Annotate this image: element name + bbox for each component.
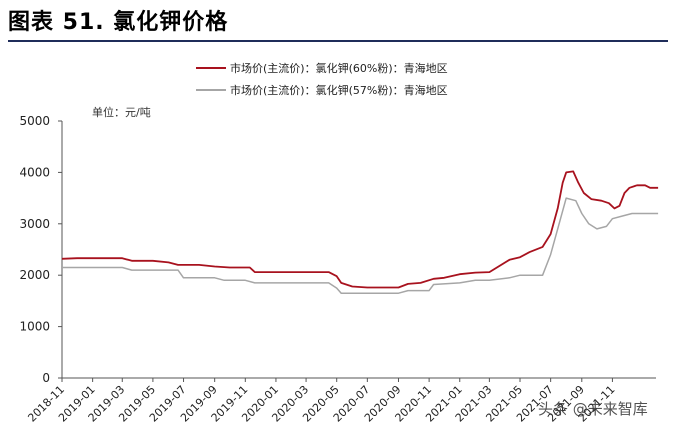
y-tick-label: 0	[42, 371, 50, 385]
figure-title: 图表 51. 氯化钾价格	[8, 10, 229, 35]
y-tick-label: 2000	[19, 268, 50, 282]
y-tick-label: 3000	[19, 217, 50, 231]
y-tick-label: 4000	[19, 165, 50, 179]
unit-label: 单位：元/吨	[92, 105, 151, 119]
series-line-kcl57	[62, 197, 659, 294]
y-tick-label: 1000	[19, 320, 50, 334]
watermark: 头条 @未来智库	[538, 400, 648, 418]
series-group	[61, 170, 659, 294]
title-underline	[8, 40, 668, 42]
series-line-kcl60	[61, 170, 659, 289]
y-tick-label: 5000	[19, 114, 50, 128]
legend-label: 市场价(主流价)：氯化钾(60%粉)：青海地区	[230, 61, 448, 75]
axes: 0100020003000400050002018-112019-012019-…	[19, 114, 656, 425]
legend-label: 市场价(主流价)：氯化钾(57%粉)：青海地区	[230, 83, 448, 97]
legend: 市场价(主流价)：氯化钾(60%粉)：青海地区市场价(主流价)：氯化钾(57%粉…	[196, 61, 448, 97]
